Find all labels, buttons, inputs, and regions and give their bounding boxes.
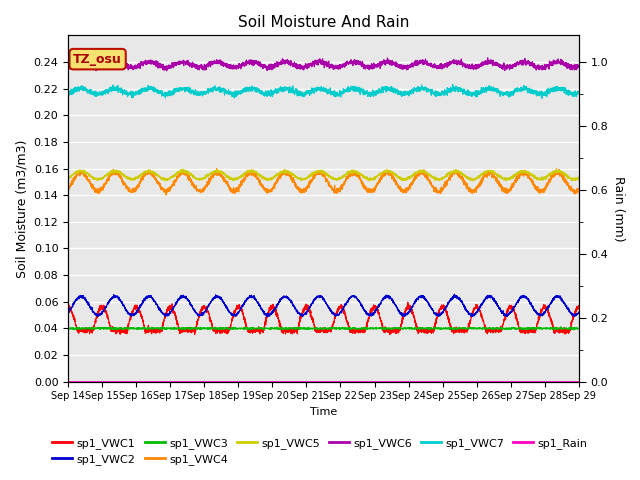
sp1_VWC1 [223,325,230,331]
sp1_VWC3 [459,326,467,332]
sp1_VWC5 [568,178,576,184]
sp1_VWC6 [97,65,104,71]
sp1_VWC4 [459,177,467,182]
sp1_VWC1 [459,327,467,333]
sp1_VWC2 [417,295,425,300]
sp1_VWC4 [213,166,221,171]
sp1_VWC7 [575,90,582,96]
sp1_VWC4 [125,188,133,193]
sp1_VWC3 [223,325,230,331]
sp1_VWC6 [223,61,231,67]
sp1_VWC7 [125,90,133,96]
sp1_VWC1 [404,300,412,305]
sp1_VWC5 [223,175,231,180]
sp1_VWC2 [125,311,132,317]
sp1_VWC7 [97,92,104,97]
sp1_VWC2 [263,314,271,320]
sp1_VWC1 [386,332,394,337]
sp1_VWC5 [97,176,104,182]
Line: sp1_VWC7: sp1_VWC7 [68,84,579,98]
sp1_VWC2 [459,300,467,306]
Y-axis label: Soil Moisture (m3/m3): Soil Moisture (m3/m3) [15,139,28,278]
Line: sp1_VWC2: sp1_VWC2 [68,294,579,317]
sp1_VWC1 [97,306,104,312]
sp1_VWC2 [575,309,582,315]
sp1_VWC7 [459,89,467,95]
sp1_VWC2 [64,310,72,315]
sp1_VWC3 [575,325,582,331]
sp1_VWC4 [64,186,72,192]
sp1_VWC3 [64,325,72,331]
sp1_Rain [125,379,133,384]
sp1_VWC1 [575,304,582,310]
sp1_VWC1 [64,302,72,308]
sp1_Rain [223,379,230,384]
sp1_VWC6 [417,60,425,66]
sp1_VWC3 [125,325,133,331]
sp1_VWC6 [163,68,171,74]
sp1_VWC5 [64,175,72,180]
sp1_VWC2 [97,311,104,317]
sp1_VWC4 [417,170,425,176]
Line: sp1_VWC4: sp1_VWC4 [68,168,579,195]
Legend: sp1_VWC1, sp1_VWC2, sp1_VWC3, sp1_VWC4, sp1_VWC5, sp1_VWC6, sp1_VWC7, sp1_Rain: sp1_VWC1, sp1_VWC2, sp1_VWC3, sp1_VWC4, … [48,433,592,469]
sp1_VWC5 [459,171,467,177]
sp1_VWC7 [64,88,72,94]
sp1_VWC4 [575,186,582,192]
sp1_VWC3 [557,324,564,330]
sp1_VWC5 [417,168,425,174]
sp1_VWC7 [417,85,425,91]
sp1_Rain [575,379,582,384]
sp1_VWC3 [125,325,132,331]
Line: sp1_VWC6: sp1_VWC6 [68,58,579,71]
Line: sp1_VWC5: sp1_VWC5 [68,169,579,181]
sp1_VWC1 [125,319,133,324]
sp1_VWC6 [484,55,492,60]
sp1_VWC5 [125,177,133,182]
sp1_VWC3 [570,327,578,333]
sp1_VWC6 [64,64,72,70]
sp1_VWC1 [417,327,425,333]
sp1_Rain [64,379,72,384]
sp1_VWC5 [575,175,582,181]
sp1_VWC4 [97,187,104,193]
sp1_VWC6 [575,63,582,69]
sp1_VWC2 [451,291,458,297]
Title: Soil Moisture And Rain: Soil Moisture And Rain [238,15,409,30]
sp1_VWC4 [163,192,170,198]
Y-axis label: Rain (mm): Rain (mm) [612,176,625,241]
sp1_VWC2 [125,311,133,317]
sp1_VWC5 [179,166,187,172]
sp1_VWC7 [538,96,546,101]
sp1_Rain [459,379,467,384]
sp1_VWC6 [125,63,132,69]
Text: TZ_osu: TZ_osu [73,53,122,66]
Line: sp1_VWC1: sp1_VWC1 [68,302,579,335]
sp1_VWC5 [125,175,132,180]
sp1_VWC4 [125,188,132,194]
sp1_Rain [97,379,104,384]
sp1_VWC7 [449,82,456,87]
Line: sp1_VWC3: sp1_VWC3 [68,327,579,330]
sp1_Rain [125,379,132,384]
sp1_Rain [417,379,425,384]
sp1_VWC1 [125,321,132,327]
sp1_VWC4 [223,181,231,187]
sp1_VWC7 [223,88,230,94]
sp1_VWC6 [459,62,467,68]
sp1_VWC7 [125,92,132,97]
sp1_VWC6 [125,63,133,69]
X-axis label: Time: Time [310,407,337,417]
sp1_VWC3 [97,325,104,331]
sp1_VWC2 [223,304,230,310]
sp1_VWC3 [417,325,425,331]
